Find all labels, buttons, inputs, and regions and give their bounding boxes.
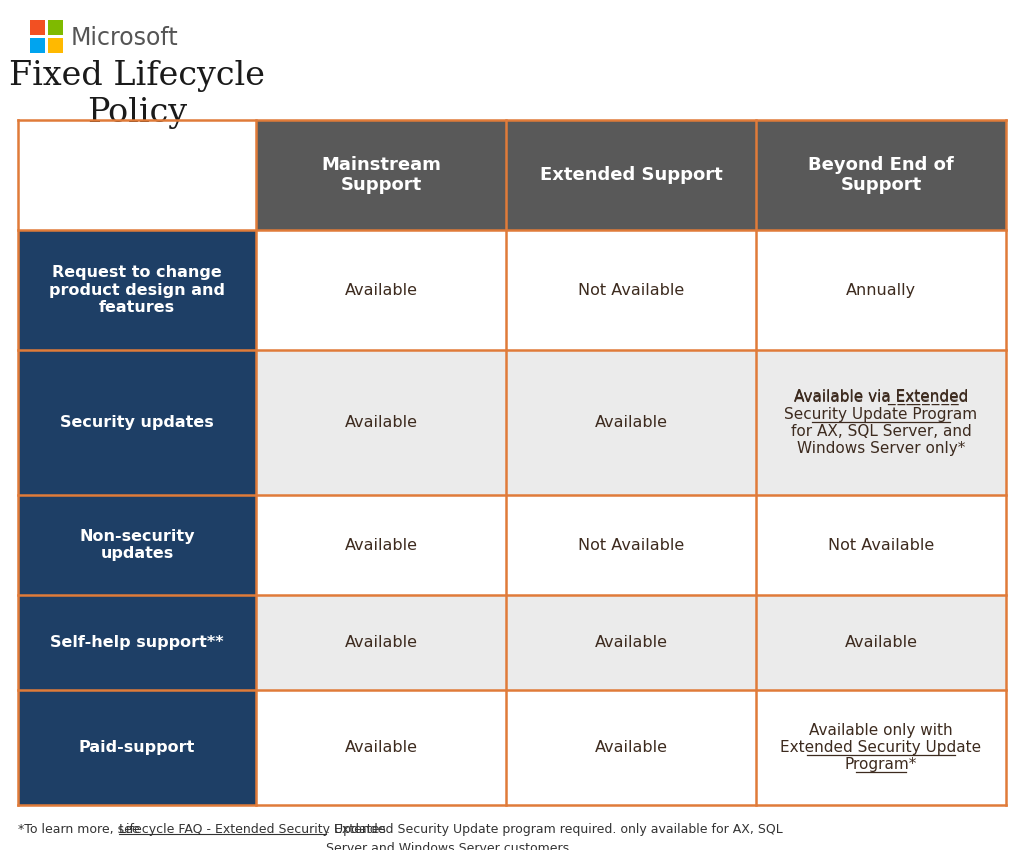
Bar bbox=[18, 595, 256, 690]
Text: Fixed Lifecycle
Policy: Fixed Lifecycle Policy bbox=[9, 60, 265, 129]
Text: Windows Server only*: Windows Server only* bbox=[797, 440, 966, 456]
Bar bbox=[256, 495, 506, 595]
Text: Microsoft: Microsoft bbox=[71, 26, 179, 49]
Bar bbox=[18, 230, 256, 350]
Bar bbox=[506, 595, 756, 690]
Text: Extended Security Update: Extended Security Update bbox=[780, 740, 982, 755]
Text: Available: Available bbox=[344, 740, 418, 755]
Text: Available: Available bbox=[344, 415, 418, 430]
Text: Extended Support: Extended Support bbox=[540, 166, 722, 184]
Text: Available: Available bbox=[595, 740, 668, 755]
Bar bbox=[506, 230, 756, 350]
Text: Paid-support: Paid-support bbox=[79, 740, 196, 755]
Bar bbox=[256, 690, 506, 805]
Bar bbox=[506, 350, 756, 495]
Bar bbox=[756, 230, 1006, 350]
Text: Security Update Program: Security Update Program bbox=[784, 406, 978, 422]
Bar bbox=[18, 690, 256, 805]
Text: Available: Available bbox=[344, 282, 418, 297]
Bar bbox=[756, 595, 1006, 690]
Bar bbox=[506, 120, 756, 230]
Text: for AX, SQL Server, and: for AX, SQL Server, and bbox=[791, 423, 972, 439]
Text: Self-help support**: Self-help support** bbox=[50, 635, 224, 650]
Bar bbox=[30, 38, 45, 53]
Text: *To learn more, see: *To learn more, see bbox=[18, 823, 143, 836]
Text: Beyond End of
Support: Beyond End of Support bbox=[808, 156, 954, 195]
Text: Request to change
product design and
features: Request to change product design and fea… bbox=[49, 265, 225, 314]
Text: Available via ̲E̲x̲t̲e̲n̲d̲e̲d: Available via ̲E̲x̲t̲e̲n̲d̲e̲d bbox=[794, 389, 968, 405]
Text: . Extended Security Update program required. only available for AX, SQL
Server a: . Extended Security Update program requi… bbox=[326, 823, 782, 850]
Bar bbox=[506, 690, 756, 805]
Bar bbox=[756, 120, 1006, 230]
Text: Mainstream
Support: Mainstream Support bbox=[322, 156, 441, 195]
Bar bbox=[256, 230, 506, 350]
Text: Not Available: Not Available bbox=[578, 537, 684, 553]
Text: Program*: Program* bbox=[845, 757, 918, 772]
Text: Non-security
updates: Non-security updates bbox=[79, 529, 195, 561]
Bar bbox=[18, 350, 256, 495]
Text: Not Available: Not Available bbox=[827, 537, 934, 553]
Bar bbox=[256, 595, 506, 690]
Bar bbox=[18, 495, 256, 595]
Bar bbox=[48, 38, 63, 53]
Text: Available: Available bbox=[344, 635, 418, 650]
Text: Available only with: Available only with bbox=[809, 723, 952, 738]
Bar bbox=[756, 690, 1006, 805]
Bar bbox=[756, 495, 1006, 595]
Bar bbox=[48, 20, 63, 35]
Bar bbox=[256, 350, 506, 495]
Bar bbox=[756, 350, 1006, 495]
Text: Lifecycle FAQ - Extended Security Updates: Lifecycle FAQ - Extended Security Update… bbox=[119, 823, 386, 836]
Text: Available: Available bbox=[595, 635, 668, 650]
Text: Available: Available bbox=[595, 415, 668, 430]
Text: Available via Extended: Available via Extended bbox=[794, 389, 968, 405]
Bar bbox=[30, 20, 45, 35]
Text: Not Available: Not Available bbox=[578, 282, 684, 297]
Text: Security updates: Security updates bbox=[60, 415, 214, 430]
Bar bbox=[256, 120, 506, 230]
Text: Annually: Annually bbox=[846, 282, 916, 297]
Text: Available: Available bbox=[845, 635, 918, 650]
Text: Available: Available bbox=[344, 537, 418, 553]
Bar bbox=[506, 495, 756, 595]
